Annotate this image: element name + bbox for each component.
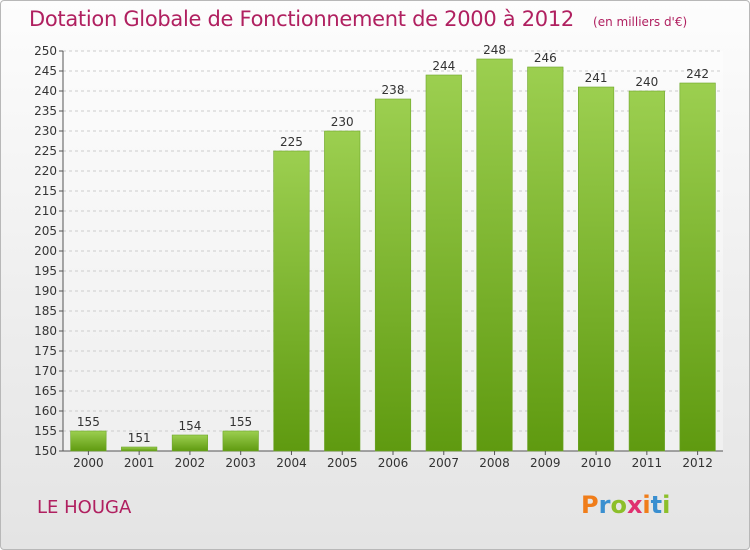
bar-value-label: 241 [585, 71, 608, 85]
chart-title-row: Dotation Globale de Fonctionnement de 20… [29, 7, 687, 31]
y-tick-label: 215 [34, 184, 57, 198]
y-tick-label: 185 [34, 304, 57, 318]
y-tick-label: 245 [34, 64, 57, 78]
bar-value-label: 225 [280, 135, 303, 149]
y-tick-label: 240 [34, 84, 57, 98]
bar-value-label: 240 [635, 75, 658, 89]
chart-unit: (en milliers d'€) [593, 15, 688, 29]
x-tick-label: 2003 [225, 456, 256, 470]
bar [171, 434, 208, 452]
bar [527, 66, 564, 452]
y-tick-label: 195 [34, 264, 57, 278]
y-tick-label: 175 [34, 344, 57, 358]
bar-value-label: 242 [686, 67, 709, 81]
y-tick-label: 160 [34, 404, 57, 418]
y-tick-label: 250 [34, 44, 57, 58]
bar-value-label: 230 [331, 115, 354, 129]
bar [476, 58, 513, 452]
y-tick-label: 190 [34, 284, 57, 298]
y-tick-label: 180 [34, 324, 57, 338]
x-tick-label: 2007 [428, 456, 459, 470]
commune-name: LE HOUGA [37, 497, 132, 518]
x-tick-label: 2009 [530, 456, 561, 470]
bar [679, 82, 716, 452]
bar [578, 86, 615, 452]
proxiti-logo: Proxiti [581, 491, 671, 519]
bar [374, 98, 412, 452]
bar [273, 150, 310, 452]
bar-value-label: 248 [483, 43, 506, 57]
y-tick-label: 200 [34, 244, 57, 258]
x-tick-label: 2001 [124, 456, 155, 470]
y-tick-label: 235 [34, 104, 57, 118]
x-tick-label: 2012 [682, 456, 713, 470]
bar [324, 130, 361, 452]
x-tick-label: 2004 [276, 456, 307, 470]
bar-value-label: 238 [382, 83, 405, 97]
chart-title: Dotation Globale de Fonctionnement de 20… [29, 7, 574, 31]
y-tick-label: 165 [34, 384, 57, 398]
x-tick-label: 2000 [73, 456, 104, 470]
bar-value-label: 151 [128, 431, 151, 445]
x-tick-label: 2005 [327, 456, 358, 470]
bar [70, 430, 107, 452]
y-tick-label: 225 [34, 144, 57, 158]
x-tick-label: 2006 [378, 456, 409, 470]
y-tick-label: 155 [34, 424, 57, 438]
x-tick-label: 2010 [581, 456, 612, 470]
y-tick-label: 220 [34, 164, 57, 178]
bar [425, 74, 462, 452]
y-tick-label: 210 [34, 204, 57, 218]
y-tick-label: 205 [34, 224, 57, 238]
bar [121, 446, 158, 452]
bar-value-label: 155 [77, 415, 100, 429]
bar [222, 430, 259, 452]
x-tick-label: 2002 [175, 456, 206, 470]
y-tick-label: 170 [34, 364, 57, 378]
x-tick-label: 2008 [479, 456, 510, 470]
y-tick-label: 230 [34, 124, 57, 138]
y-tick-label: 150 [34, 444, 57, 458]
x-tick-label: 2011 [632, 456, 663, 470]
bar-value-label: 246 [534, 51, 557, 65]
bar-value-label: 155 [229, 415, 252, 429]
bar-value-label: 244 [432, 59, 455, 73]
bar-value-label: 154 [178, 419, 201, 433]
bar [628, 90, 665, 452]
